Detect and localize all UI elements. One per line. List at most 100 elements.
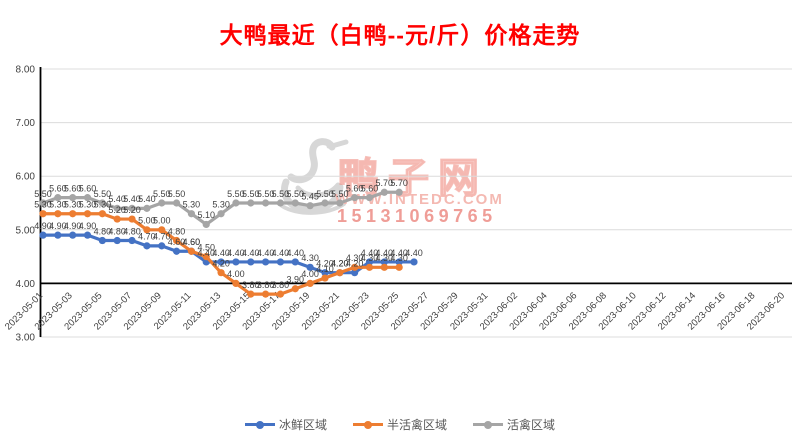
svg-text:4.40: 4.40 — [390, 248, 408, 258]
svg-text:4.00: 4.00 — [227, 269, 245, 279]
svg-text:4.80: 4.80 — [168, 226, 186, 236]
svg-text:5.50: 5.50 — [168, 189, 186, 199]
svg-text:4.30: 4.30 — [390, 253, 408, 263]
y-axis-labels: 8.00 7.00 6.00 5.00 4.00 3.00 — [16, 65, 36, 344]
svg-text:5.20: 5.20 — [108, 205, 126, 215]
legend-marker-icon — [244, 420, 275, 429]
svg-text:5.30: 5.30 — [34, 200, 52, 210]
svg-text:5.50: 5.50 — [287, 189, 305, 199]
svg-text:4.00: 4.00 — [301, 269, 319, 279]
chart-legend: 冰鲜区域 半活禽区域 活禽区域 — [0, 416, 800, 433]
svg-text:4.60: 4.60 — [168, 237, 186, 247]
svg-text:5.50: 5.50 — [272, 189, 290, 199]
svg-text:4.40: 4.40 — [197, 248, 215, 258]
svg-text:5.30: 5.30 — [94, 200, 112, 210]
svg-text:5.40: 5.40 — [123, 194, 141, 204]
svg-text:4.40: 4.40 — [242, 248, 260, 258]
data-labels-1: 5.305.305.305.305.305.205.205.005.004.80… — [34, 200, 408, 290]
legend-item-2: 活禽区域 — [473, 416, 555, 433]
svg-text:4.80: 4.80 — [94, 226, 112, 236]
svg-text:5.60: 5.60 — [79, 183, 97, 193]
svg-text:5.20: 5.20 — [123, 205, 141, 215]
svg-text:4.20: 4.20 — [331, 258, 349, 268]
svg-text:4.60: 4.60 — [183, 237, 201, 247]
svg-text:3.90: 3.90 — [287, 275, 305, 285]
svg-text:4.40: 4.40 — [272, 248, 290, 258]
svg-text:5.50: 5.50 — [242, 189, 260, 199]
svg-text:5.50: 5.50 — [257, 189, 275, 199]
legend-label: 半活禽区域 — [386, 418, 447, 432]
svg-text:5.30: 5.30 — [64, 200, 82, 210]
svg-text:4.30: 4.30 — [346, 253, 364, 263]
svg-text:6.00: 6.00 — [16, 172, 36, 183]
svg-text:3.80: 3.80 — [272, 280, 290, 290]
svg-text:4.40: 4.40 — [287, 248, 305, 258]
svg-text:4.80: 4.80 — [108, 226, 126, 236]
legend-label: 冰鲜区域 — [278, 418, 327, 432]
svg-text:4.00: 4.00 — [16, 279, 36, 290]
svg-text:5.40: 5.40 — [138, 194, 156, 204]
svg-text:5.60: 5.60 — [49, 183, 67, 193]
svg-text:4.90: 4.90 — [49, 221, 67, 231]
svg-text:5.00: 5.00 — [138, 216, 156, 226]
svg-text:5.00: 5.00 — [16, 225, 36, 236]
legend-label: 活禽区域 — [507, 418, 556, 432]
legend-marker-icon — [352, 420, 383, 429]
data-labels-2: 5.505.605.605.605.505.405.405.405.505.50… — [34, 178, 408, 220]
svg-text:5.30: 5.30 — [212, 200, 230, 210]
svg-text:5.50: 5.50 — [316, 189, 334, 199]
svg-text:4.20: 4.20 — [346, 258, 364, 268]
svg-text:5.50: 5.50 — [153, 189, 171, 199]
svg-text:5.70: 5.70 — [390, 178, 408, 188]
svg-text:4.40: 4.40 — [405, 248, 423, 258]
svg-text:4.30: 4.30 — [301, 253, 319, 263]
svg-text:5.00: 5.00 — [153, 216, 171, 226]
svg-text:8.00: 8.00 — [16, 65, 36, 76]
svg-text:4.40: 4.40 — [227, 248, 245, 258]
svg-text:4.20: 4.20 — [331, 258, 349, 268]
svg-text:4.40: 4.40 — [376, 248, 394, 258]
svg-text:5.50: 5.50 — [94, 189, 112, 199]
svg-text:4.80: 4.80 — [123, 226, 141, 236]
svg-text:4.70: 4.70 — [138, 232, 156, 242]
svg-text:4.60: 4.60 — [183, 237, 201, 247]
svg-text:7.00: 7.00 — [16, 118, 36, 129]
svg-text:5.50: 5.50 — [331, 189, 349, 199]
svg-text:5.40: 5.40 — [108, 194, 126, 204]
svg-text:4.90: 4.90 — [64, 221, 82, 231]
svg-text:4.30: 4.30 — [376, 253, 394, 263]
svg-text:5.70: 5.70 — [376, 178, 394, 188]
svg-text:4.70: 4.70 — [153, 232, 171, 242]
svg-text:5.45: 5.45 — [301, 191, 319, 201]
x-axis-labels: 2023-05-012023-05-032023-05-052023-05-07… — [3, 290, 787, 332]
svg-text:4.40: 4.40 — [257, 248, 275, 258]
series-line-2 — [39, 188, 403, 229]
svg-text:4.50: 4.50 — [197, 242, 215, 252]
series-line-1 — [39, 210, 403, 298]
legend-item-1: 半活禽区域 — [352, 416, 447, 433]
chart-title: 大鸭最近（白鸭--元/斤）价格走势 — [219, 22, 581, 48]
svg-text:4.40: 4.40 — [212, 248, 230, 258]
svg-text:5.30: 5.30 — [183, 200, 201, 210]
svg-text:5.60: 5.60 — [361, 183, 379, 193]
svg-text:4.40: 4.40 — [361, 248, 379, 258]
svg-text:4.10: 4.10 — [316, 264, 334, 274]
svg-text:4.20: 4.20 — [316, 258, 334, 268]
gridlines — [40, 68, 792, 338]
svg-text:4.30: 4.30 — [361, 253, 379, 263]
svg-text:5.30: 5.30 — [49, 200, 67, 210]
svg-text:5.60: 5.60 — [64, 183, 82, 193]
svg-text:3.00: 3.00 — [16, 333, 36, 344]
svg-text:4.20: 4.20 — [212, 258, 230, 268]
legend-item-0: 冰鲜区域 — [244, 416, 327, 433]
svg-text:5.30: 5.30 — [79, 200, 97, 210]
legend-marker-icon — [473, 420, 503, 429]
svg-text:5.10: 5.10 — [197, 210, 215, 220]
data-labels-0: 4.904.904.904.904.804.804.804.704.704.60… — [34, 221, 423, 269]
svg-text:5.50: 5.50 — [227, 189, 245, 199]
svg-text:5.50: 5.50 — [34, 189, 52, 199]
svg-text:4.90: 4.90 — [79, 221, 97, 231]
svg-text:3.80: 3.80 — [257, 280, 275, 290]
